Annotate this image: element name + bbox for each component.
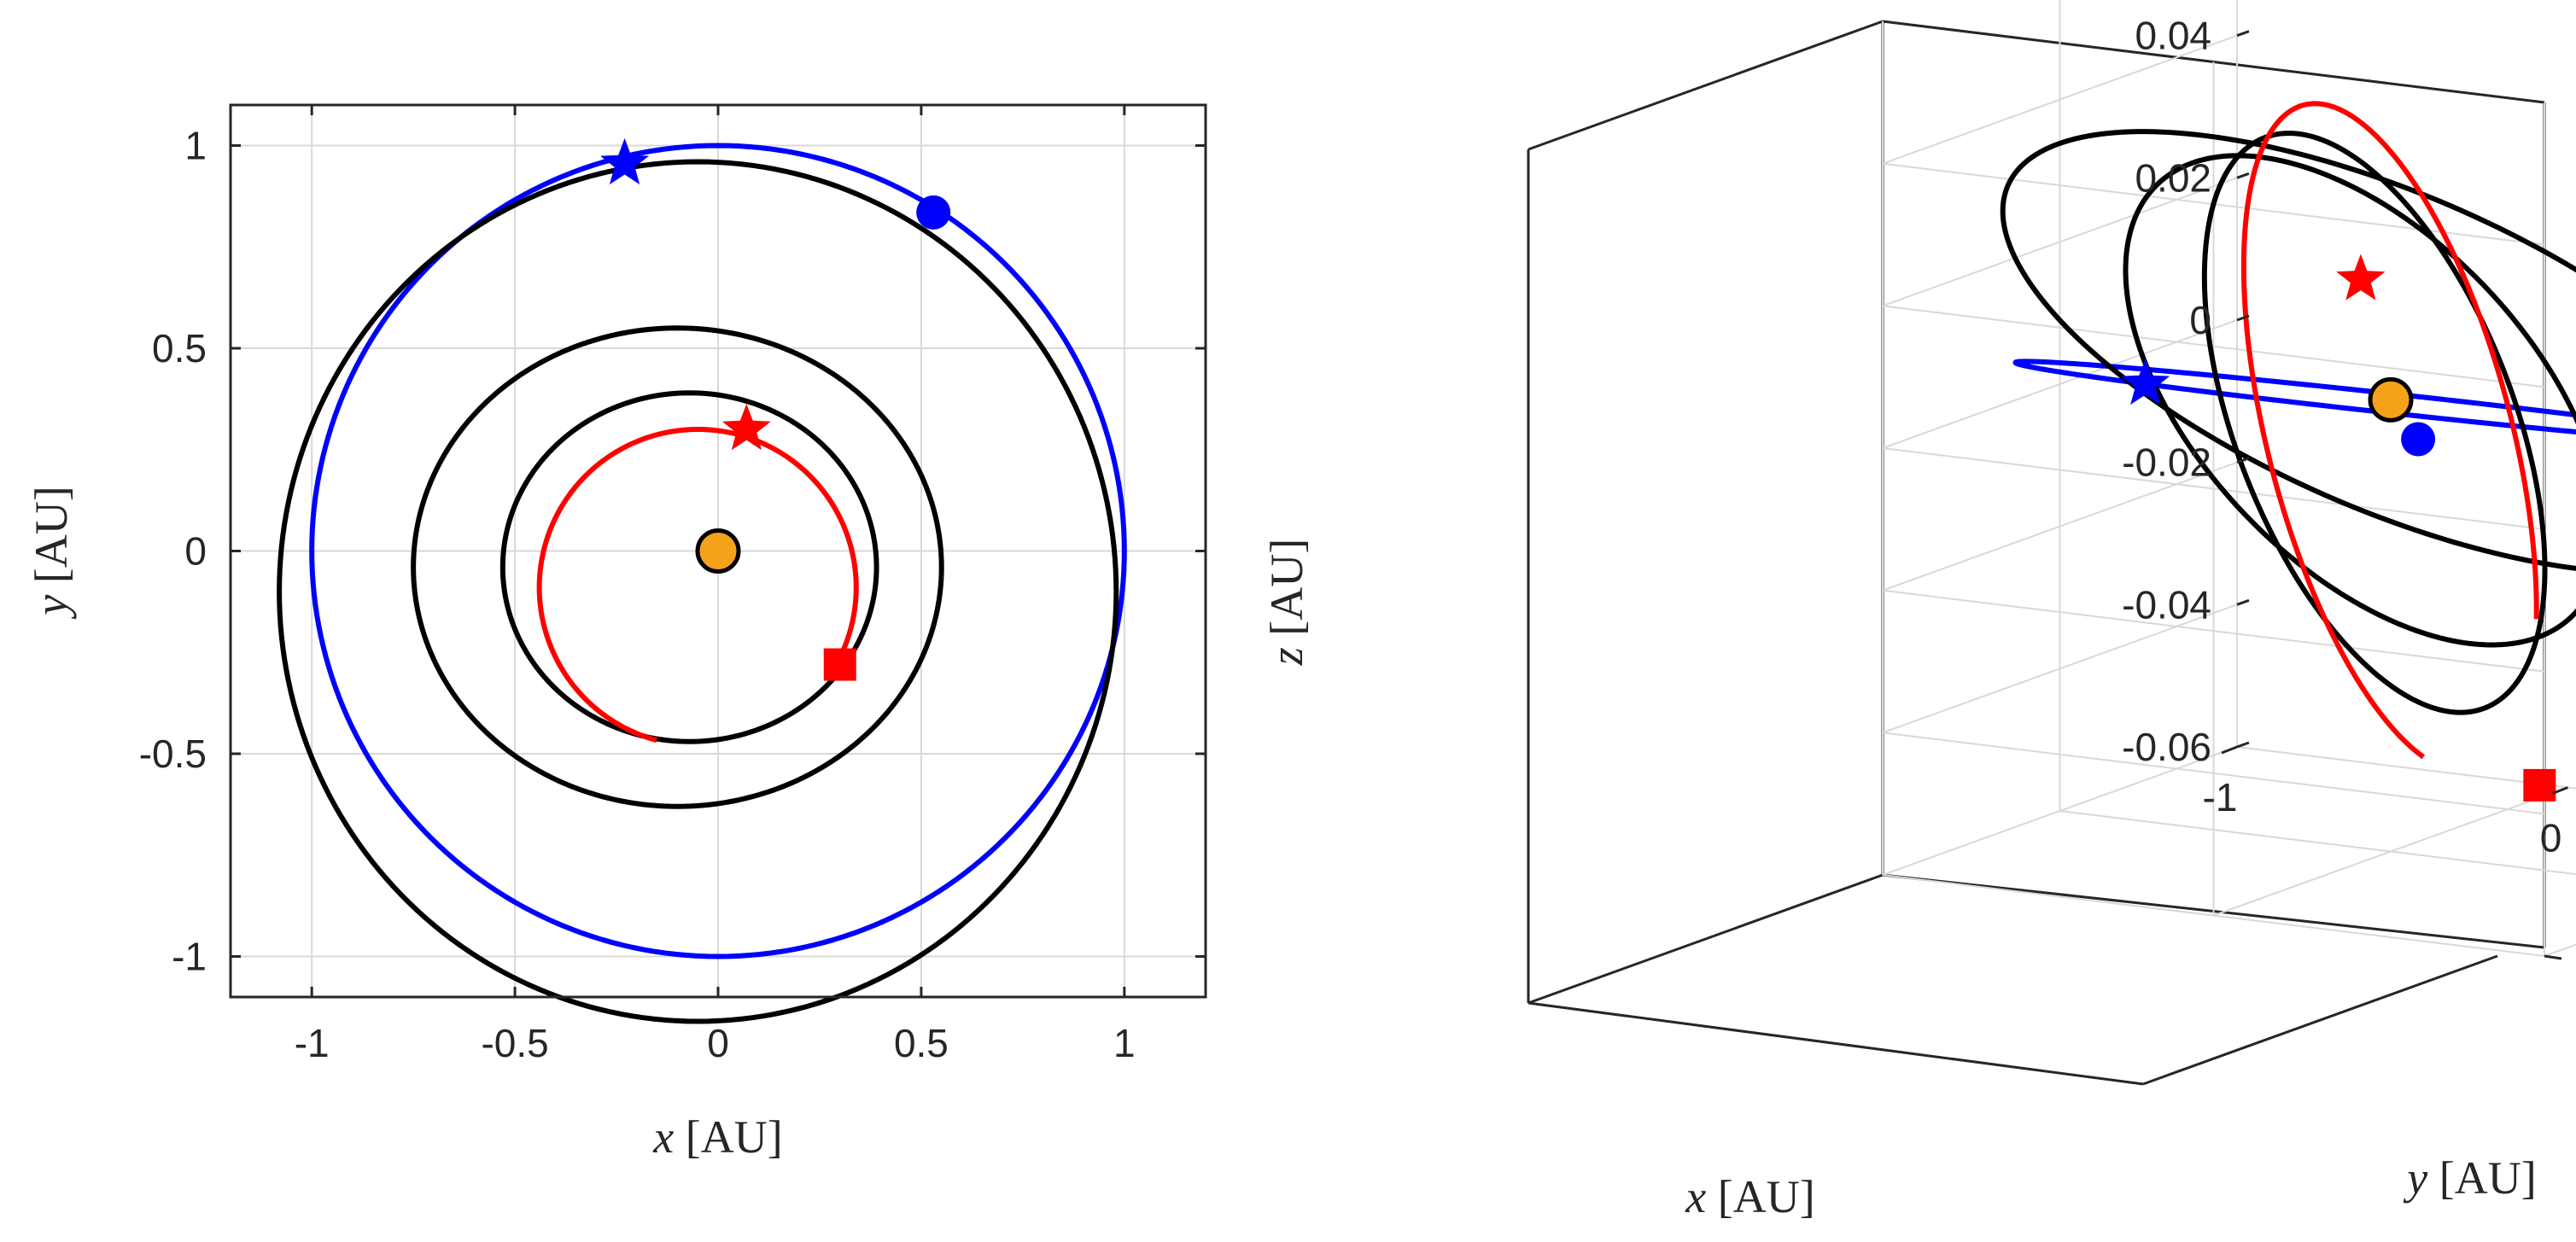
left-blue-start-marker — [916, 195, 951, 230]
left-x-tick-label: 0.5 — [894, 1021, 949, 1065]
black-orbit-middle — [411, 325, 944, 809]
x-axis-line — [1527, 1001, 2144, 1086]
right-sun-marker — [2368, 376, 2414, 423]
left-panel: -1 -0.5 0 0.5 1 -1 -0.5 0 0.5 1 x [AU] y [AU] — [26, 103, 1207, 1163]
right-x-tick-label: -1 — [2203, 775, 2238, 819]
blue-orbit — [309, 143, 1127, 959]
right-x-tick-mark — [2221, 745, 2238, 755]
right-z-tick-label: 0.04 — [2135, 14, 2211, 58]
right-z-tick-mark — [2236, 598, 2250, 606]
left-sun-marker — [695, 528, 741, 574]
right-y-axis-label: y [AU] — [2403, 1152, 2536, 1204]
left-x-tick-label: -0.5 — [481, 1021, 548, 1065]
right-red-square-marker — [2523, 768, 2556, 802]
black-orbit-outer — [277, 159, 1119, 1024]
left-x-tick-label: 1 — [1113, 1021, 1136, 1065]
right-z-tick-mark — [2236, 457, 2250, 464]
left-ticks: -1 -0.5 0 0.5 1 -1 -0.5 0 0.5 1 — [139, 105, 1206, 1065]
black-orbit-inner — [499, 390, 879, 744]
left-y-tick-label: 1 — [184, 124, 207, 168]
right-blue-star-marker — [2121, 358, 2170, 405]
right-z-tick-label: -0.02 — [2122, 440, 2211, 485]
left-markers — [600, 137, 951, 681]
box-bottom-left-edge — [1527, 873, 1884, 1005]
3d-black-orbit-inner — [2201, 131, 2548, 715]
left-blue-star-marker — [600, 137, 650, 185]
left-curves — [277, 143, 1127, 1024]
right-red-star-marker — [2336, 254, 2386, 300]
y-axis-line — [2142, 954, 2498, 1086]
right-y-floor-gridline — [1882, 874, 2545, 957]
3d-blue-orbit — [2012, 359, 2576, 435]
left-y-tick-label: 0 — [184, 529, 207, 574]
right-z-tick-label: -0.04 — [2122, 582, 2211, 627]
3d-red-transfer-arc — [2240, 101, 2539, 760]
right-x-axis-label: x [AU] — [1685, 1171, 1814, 1222]
right-y-tick-mark — [2544, 954, 2562, 960]
right-z-axis-label: z [AU] — [1261, 539, 1312, 666]
right-markers — [2121, 254, 2556, 802]
left-x-axis-label: x [AU] — [652, 1111, 782, 1163]
right-blue-start-marker — [2401, 422, 2436, 457]
left-x-tick-label: -1 — [295, 1021, 330, 1065]
right-z-tick-label: -0.06 — [2122, 725, 2211, 769]
right-z-tick-label: 0 — [2189, 298, 2211, 342]
left-x-tick-label: 0 — [707, 1021, 729, 1065]
left-y-tick-label: 0.5 — [152, 326, 207, 370]
right-x-tick-mark — [2551, 786, 2569, 795]
left-y-tick-label: -0.5 — [139, 732, 207, 776]
left-y-axis-label: y [AU] — [26, 486, 77, 619]
right-z-tick-mark — [2236, 314, 2250, 322]
right-z-tick-mark — [2236, 30, 2250, 38]
3d-black-orbit-outer — [2000, 129, 2576, 571]
red-transfer-arc — [536, 427, 859, 743]
right-y-floor-gridline — [2059, 810, 2576, 876]
left-red-star-marker — [721, 404, 771, 451]
right-z-tick-mark — [2236, 741, 2250, 749]
right-z-tick-label: 0.02 — [2135, 155, 2211, 200]
left-y-tick-label: -1 — [172, 935, 207, 979]
left-red-square-marker — [823, 648, 856, 681]
right-z-tick-mark — [2236, 172, 2250, 179]
right-x-tick-label: 0 — [2540, 816, 2562, 860]
box-top-left-edge — [1527, 20, 1884, 151]
